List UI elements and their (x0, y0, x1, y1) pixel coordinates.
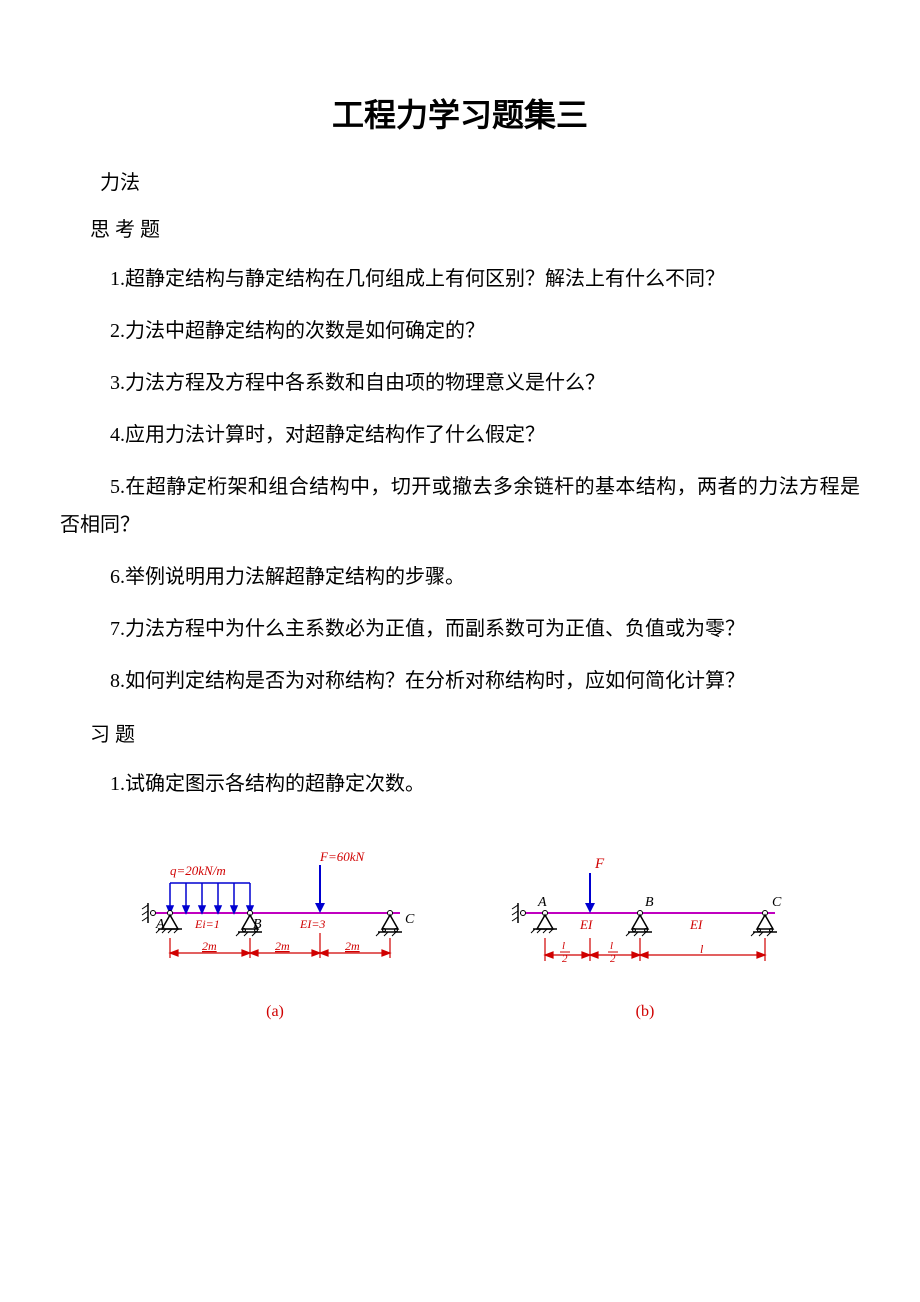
figure-a-svg: q=20kN/m F=60kN A B (120, 833, 430, 993)
fig-a-F-label: F=60kN (319, 849, 365, 864)
page-title: 工程力学习题集三 (60, 90, 860, 136)
fig-a-B-label: B (253, 917, 262, 932)
fig-a-dim1: 2m (202, 939, 217, 953)
fig-a-dim3: 2m (345, 939, 360, 953)
thinking-q1: 1.超静定结构与静定结构在几何组成上有何区别？解法上有什么不同？ (60, 260, 860, 298)
figure-a-caption: (a) (266, 1003, 284, 1021)
section-header: 力法 (100, 166, 860, 195)
fig-b-EI2: EI (689, 917, 703, 932)
thinking-q8: 8.如何判定结构是否为对称结构？在分析对称结构时，应如何简化计算？ (60, 662, 860, 700)
svg-text:2: 2 (562, 953, 568, 965)
fig-a-C-label: C (405, 912, 415, 927)
fig-b-B-label: B (645, 895, 654, 910)
figure-a: q=20kN/m F=60kN A B (120, 833, 430, 1021)
fig-a-q-label: q=20kN/m (170, 863, 226, 878)
figure-b-svg: F A B (490, 833, 800, 993)
thinking-header: 思 考 题 (90, 213, 860, 242)
thinking-q2: 2.力法中超静定结构的次数是如何确定的？ (60, 312, 860, 350)
figure-b: F A B (490, 833, 800, 1021)
thinking-q3: 3.力法方程及方程中各系数和自由项的物理意义是什么？ (60, 364, 860, 402)
fig-a-EI1: Ei=1 (194, 917, 220, 931)
fig-a-EI3: EI=3 (299, 917, 325, 931)
svg-text:l: l (562, 940, 565, 952)
figure-b-caption: (b) (636, 1003, 655, 1021)
exercise-q1: 1.试确定图示各结构的超静定次数。 (60, 765, 860, 803)
svg-text:2: 2 (610, 953, 616, 965)
fig-b-C-label: C (772, 895, 782, 910)
figures-container: q=20kN/m F=60kN A B (60, 833, 860, 1021)
fig-b-dim-l: l (700, 942, 704, 956)
thinking-q4: 4.应用力法计算时，对超静定结构作了什么假定？ (60, 416, 860, 454)
thinking-q6: 6.举例说明用力法解超静定结构的步骤。 (60, 558, 860, 596)
exercise-header: 习 题 (90, 718, 860, 747)
fig-b-F-label: F (594, 856, 605, 872)
fig-a-dim2: 2m (275, 939, 290, 953)
svg-text:l: l (610, 940, 613, 952)
fig-a-A-label: A (155, 917, 165, 932)
thinking-q5: 5.在超静定桁架和组合结构中，切开或撤去多余链杆的基本结构，两者的力法方程是否相… (60, 468, 860, 544)
thinking-q7: 7.力法方程中为什么主系数必为正值，而副系数可为正值、负值或为零？ (60, 610, 860, 648)
fig-b-A-label: A (537, 895, 547, 910)
fig-b-EI1: EI (579, 917, 593, 932)
